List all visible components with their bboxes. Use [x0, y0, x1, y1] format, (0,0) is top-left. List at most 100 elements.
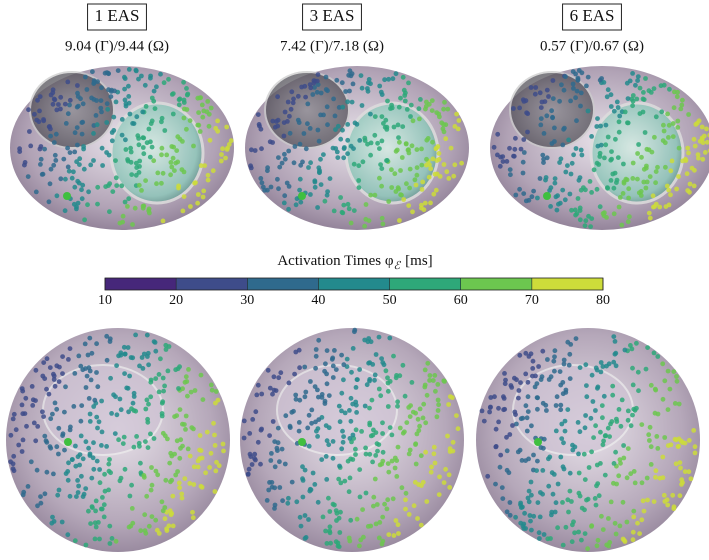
- mesh-node: [411, 503, 417, 509]
- mesh-node: [208, 105, 214, 111]
- mesh-node: [159, 115, 165, 121]
- mesh-node: [358, 73, 364, 78]
- mesh-node: [208, 450, 214, 456]
- mesh-node: [101, 514, 107, 520]
- mesh-node: [347, 408, 352, 413]
- mesh-node: [634, 96, 640, 102]
- mesh-node: [588, 224, 593, 230]
- mesh-node: [389, 105, 395, 111]
- mesh-node: [535, 500, 541, 505]
- mesh-node: [371, 427, 376, 433]
- mesh-node: [162, 128, 168, 133]
- mesh-node: [686, 438, 692, 443]
- mesh-node: [195, 192, 201, 197]
- mesh-node: [151, 436, 157, 441]
- mesh-node: [82, 341, 88, 347]
- mesh-node: [330, 375, 336, 380]
- mesh-node: [671, 369, 677, 374]
- mesh-node: [326, 495, 331, 501]
- mesh-node: [555, 525, 560, 531]
- mesh-node: [617, 457, 623, 463]
- mesh-node: [525, 409, 531, 414]
- mesh-node: [50, 101, 56, 107]
- mesh-node: [41, 360, 47, 365]
- mesh-node: [501, 396, 507, 401]
- mesh-node: [324, 438, 330, 444]
- mesh-node: [61, 156, 67, 162]
- mesh-node: [403, 490, 409, 496]
- mesh-node: [76, 483, 81, 489]
- mesh-node: [67, 97, 73, 103]
- mesh-node: [161, 80, 167, 86]
- mesh-node: [566, 509, 571, 515]
- mesh-node: [332, 502, 337, 508]
- mesh-node: [504, 448, 510, 454]
- mesh-node: [422, 382, 428, 388]
- mesh-node: [347, 436, 353, 441]
- mesh-node: [392, 465, 398, 471]
- mesh-node: [351, 208, 357, 214]
- mesh-node: [541, 160, 546, 166]
- mesh-node: [364, 382, 370, 388]
- mesh-node: [616, 204, 622, 210]
- mesh-node: [93, 113, 99, 118]
- mesh-node: [500, 159, 506, 164]
- mesh-node: [77, 462, 82, 468]
- mesh-node: [93, 524, 99, 530]
- mesh-node: [673, 461, 679, 467]
- mesh-node: [414, 147, 420, 153]
- mesh-node: [386, 469, 392, 475]
- mesh-node: [667, 86, 672, 92]
- mesh-node: [589, 449, 594, 455]
- mesh-node: [275, 176, 280, 182]
- mesh-node: [331, 96, 336, 102]
- mesh-node: [362, 223, 367, 229]
- mesh-node: [598, 369, 604, 375]
- mesh-node: [427, 378, 432, 383]
- mesh-node: [259, 426, 264, 432]
- mesh-node: [700, 156, 706, 162]
- mesh-node: [272, 485, 278, 491]
- mesh-node: [350, 457, 356, 462]
- mesh-node: [442, 99, 447, 105]
- mesh-node: [651, 499, 657, 504]
- mesh-node: [286, 495, 291, 501]
- mesh-node: [587, 179, 593, 184]
- mesh-node: [532, 384, 538, 390]
- colorbar-band: [389, 278, 461, 290]
- mesh-node: [662, 378, 668, 384]
- mesh-node: [413, 461, 419, 467]
- mesh-node: [80, 456, 86, 462]
- mesh-node: [562, 197, 568, 203]
- mesh-node: [616, 473, 622, 479]
- mesh-node: [594, 186, 600, 192]
- mesh-node: [54, 444, 60, 450]
- mesh-node: [397, 218, 402, 223]
- valve-left: [264, 71, 350, 149]
- mesh-node: [582, 223, 588, 229]
- mesh-node: [591, 167, 597, 173]
- mesh-node: [314, 428, 319, 434]
- mesh-node: [450, 439, 456, 445]
- mesh-node: [40, 409, 45, 415]
- mesh-node: [275, 425, 281, 431]
- mesh-node: [241, 418, 247, 424]
- mesh-node: [407, 414, 413, 419]
- mesh-node: [141, 351, 147, 357]
- mesh-node: [553, 428, 559, 434]
- mesh-node: [559, 421, 565, 427]
- mesh-node: [156, 531, 162, 536]
- mesh-node: [151, 339, 157, 344]
- mesh-node: [74, 159, 79, 165]
- mesh-node: [352, 120, 358, 126]
- mesh-node: [284, 180, 290, 186]
- mesh-node: [149, 95, 155, 101]
- ventricle-window: [276, 364, 398, 456]
- mesh-node: [526, 499, 532, 505]
- mesh-node: [368, 523, 374, 529]
- mesh-node: [601, 80, 607, 85]
- mesh-node: [169, 511, 175, 516]
- title-box: [562, 3, 622, 31]
- mesh-node: [316, 417, 322, 422]
- mesh-node: [531, 513, 537, 519]
